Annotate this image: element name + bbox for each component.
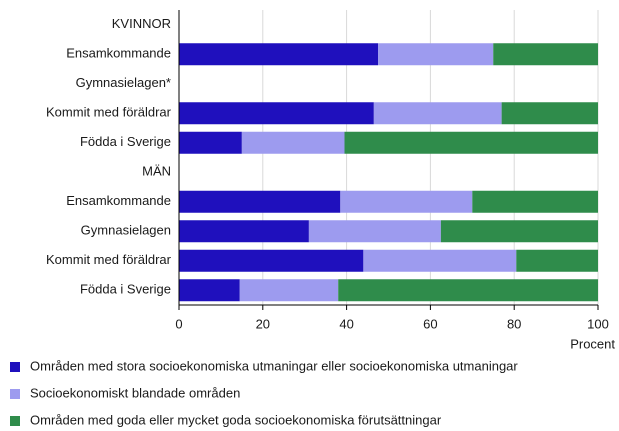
- legend-marker: [10, 416, 20, 426]
- bar-segment: [179, 131, 242, 154]
- x-tick-label: 20: [256, 316, 270, 331]
- legend-marker: [10, 389, 20, 399]
- bar-segment: [179, 249, 364, 272]
- x-axis-label: Procent: [570, 336, 615, 351]
- x-tick-label: 40: [339, 316, 353, 331]
- y-tick-label: Kommit med föräldrar: [46, 252, 172, 267]
- bar-segment: [344, 131, 598, 154]
- bar-segment: [373, 102, 502, 125]
- bar-segment: [363, 249, 517, 272]
- y-tick-label: Ensamkommande: [66, 46, 171, 61]
- bar-segment: [241, 131, 345, 154]
- bar-segment: [501, 102, 598, 125]
- y-tick-label: Ensamkommande: [66, 193, 171, 208]
- y-tick-label: Födda i Sverige: [80, 282, 171, 297]
- legend-marker: [10, 362, 20, 372]
- bar-segment: [378, 43, 494, 66]
- bar-segment: [179, 220, 309, 243]
- y-tick-label: Gymnasielagen: [81, 223, 171, 238]
- bar-segment: [516, 249, 598, 272]
- y-tick-label: Kommit med föräldrar: [46, 105, 172, 120]
- bar-segment: [493, 43, 598, 66]
- bar-segment: [340, 190, 473, 213]
- x-tick-label: 60: [423, 316, 437, 331]
- bar-segment: [308, 220, 441, 243]
- y-tick-label: KVINNOR: [112, 16, 171, 31]
- y-tick-label: Födda i Sverige: [80, 134, 171, 149]
- legend-label: Områden med stora socioekonomiska utmani…: [30, 358, 518, 373]
- x-tick-label: 80: [507, 316, 521, 331]
- x-tick-label: 100: [587, 316, 609, 331]
- bar-segment: [179, 43, 379, 66]
- bar-segment: [440, 220, 598, 243]
- bar-segment: [338, 279, 598, 302]
- bar-segment: [179, 102, 374, 125]
- bar-segment: [179, 190, 341, 213]
- y-tick-label: Gymnasielagen*: [76, 75, 171, 90]
- bar-segment: [472, 190, 598, 213]
- y-tick-label: MÄN: [142, 164, 171, 179]
- legend-label: Områden med goda eller mycket goda socio…: [30, 412, 442, 427]
- legend-label: Socioekonomiskt blandade områden: [30, 385, 240, 400]
- x-tick-label: 0: [175, 316, 182, 331]
- bar-segment: [239, 279, 339, 302]
- bar-segment: [179, 279, 240, 302]
